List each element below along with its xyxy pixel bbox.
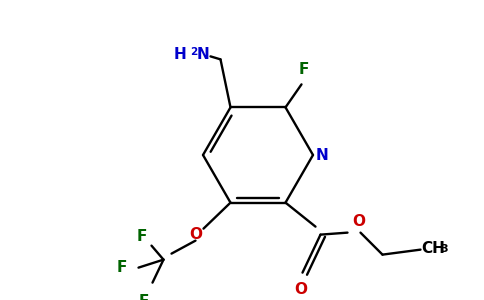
Text: F: F	[136, 229, 147, 244]
Text: CH: CH	[422, 241, 445, 256]
Text: N: N	[197, 47, 209, 62]
Text: N: N	[316, 148, 329, 164]
Text: H: H	[174, 47, 186, 62]
Text: F: F	[116, 260, 126, 275]
Text: F: F	[298, 62, 309, 77]
Text: 2: 2	[191, 47, 198, 57]
Text: F: F	[138, 294, 149, 300]
Text: O: O	[352, 214, 365, 229]
Text: 3: 3	[440, 244, 448, 254]
Text: O: O	[189, 227, 202, 242]
Text: O: O	[294, 282, 307, 297]
